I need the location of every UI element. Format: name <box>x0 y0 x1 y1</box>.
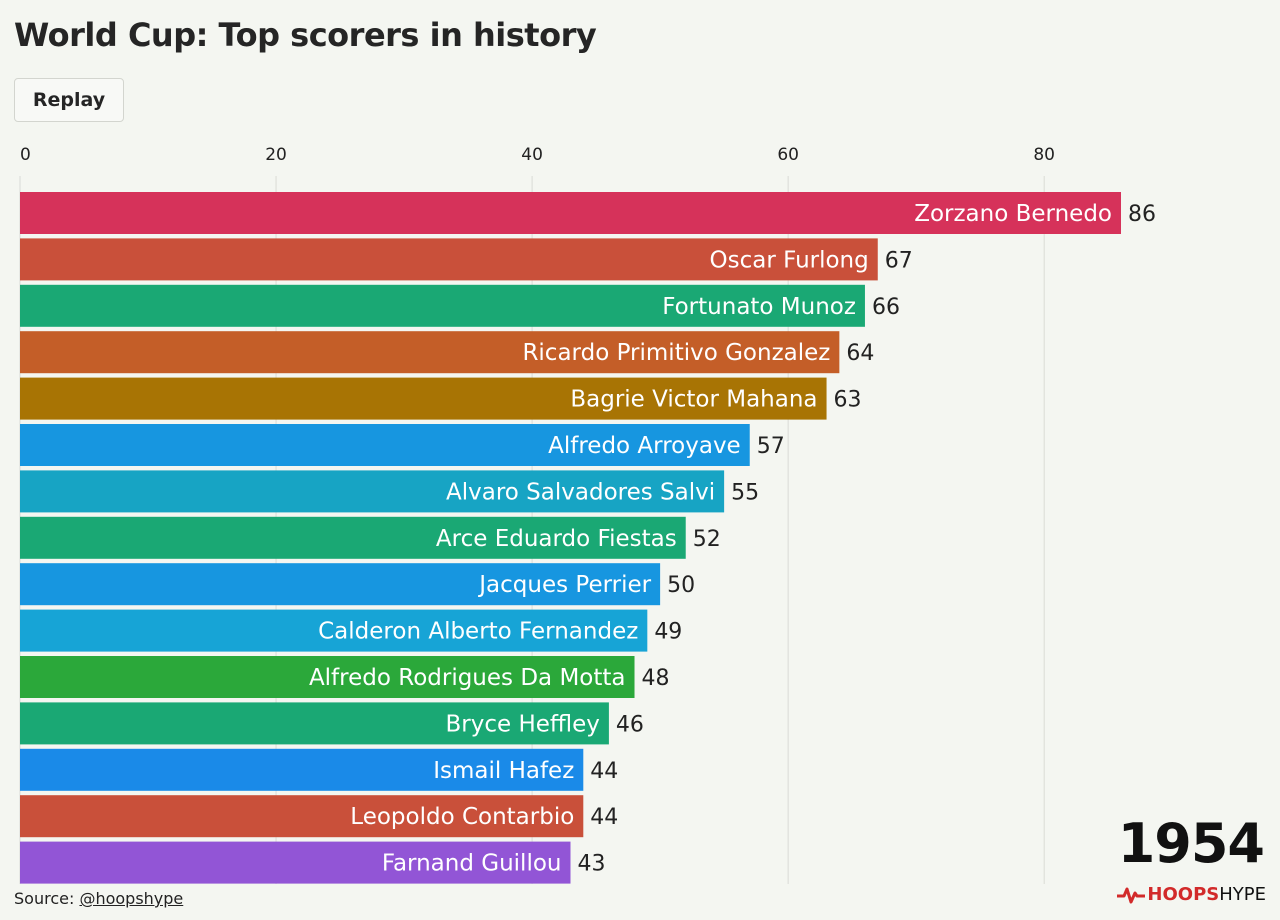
bar-label: Fortunato Munoz <box>662 294 856 320</box>
logo-text-light: HYPE <box>1219 884 1266 905</box>
bar-group: Alvaro Salvadores Salvi 55 <box>20 470 759 513</box>
bar <box>20 238 878 281</box>
bar-label: Bryce Heffley <box>446 711 600 737</box>
bar-label: Alvaro Salvadores Salvi <box>446 479 715 505</box>
source-prefix: Source: <box>14 889 80 908</box>
bar-value: 63 <box>834 388 862 413</box>
bar-value: 67 <box>885 248 913 273</box>
bar-value: 86 <box>1128 202 1156 227</box>
bar-group: Oscar Furlong 67 <box>20 238 913 281</box>
bar-value: 50 <box>667 573 695 598</box>
bar-value: 64 <box>846 341 874 366</box>
bar-value: 66 <box>872 295 900 320</box>
source-link[interactable]: @hoopshype <box>79 889 184 908</box>
bar-label: Bagrie Victor Mahana <box>570 387 817 413</box>
bar-group: Leopoldo Contarbio 44 <box>20 795 618 838</box>
bar-value: 57 <box>757 434 785 459</box>
bar-group: Alfredo Arroyave 57 <box>20 424 785 466</box>
bar-group: Bagrie Victor Mahana 63 <box>20 377 862 420</box>
bar <box>20 284 865 327</box>
bar-value: 44 <box>590 759 618 784</box>
bar-group: Farnand Guillou 43 <box>20 841 606 884</box>
x-tick-label: 0 <box>20 145 31 165</box>
bar-group: Ismail Hafez 44 <box>20 748 618 791</box>
bar <box>20 470 725 513</box>
bar-group: Ricardo Primitivo Gonzalez 64 <box>20 331 874 374</box>
x-axis-ticks: 0 20 40 60 80 <box>20 145 1055 165</box>
bar <box>20 563 661 606</box>
bar-group: Bryce Heffley 46 <box>20 702 644 745</box>
replay-button[interactable]: Replay <box>14 78 124 122</box>
bar-value: 44 <box>590 805 618 830</box>
bar-group: Zorzano Bernedo 86 <box>20 192 1156 234</box>
bar-value: 48 <box>642 666 670 691</box>
bar <box>20 331 840 374</box>
bar-group: Calderon Alberto Fernandez 49 <box>20 609 682 652</box>
bar-label: Leopoldo Contarbio <box>350 804 574 830</box>
chart-title: World Cup: Top scorers in history <box>14 16 597 54</box>
bar <box>20 795 584 838</box>
bar-value: 43 <box>578 852 606 877</box>
bar <box>20 702 609 745</box>
bar-label: Arce Eduardo Fiestas <box>436 526 677 552</box>
bar <box>20 192 1121 234</box>
year-label: 1954 <box>1117 812 1265 875</box>
bar-label: Alfredo Arroyave <box>548 433 741 459</box>
bar-chart: 0 20 40 60 80 Zorzano Bernedo 86 Oscar Furlong… <box>19 145 1156 884</box>
bar <box>20 377 827 420</box>
bar <box>20 841 571 884</box>
bar-label: Zorzano Bernedo <box>914 201 1112 227</box>
bar-group: Fortunato Munoz 66 <box>20 284 900 327</box>
x-tick-label: 40 <box>521 145 543 165</box>
bar-label: Ricardo Primitivo Gonzalez <box>522 340 830 366</box>
x-tick-label: 60 <box>777 145 799 165</box>
heartbeat-icon <box>1117 887 1146 903</box>
bar-group: Alfredo Rodrigues Da Motta 48 <box>20 656 670 698</box>
bar-group: Jacques Perrier 50 <box>20 563 695 606</box>
bar-label: Jacques Perrier <box>477 572 651 598</box>
bar-group: Arce Eduardo Fiestas 52 <box>20 516 721 559</box>
bars: Zorzano Bernedo 86 Oscar Furlong 67 Fortunat… <box>20 192 1156 884</box>
bar-label: Ismail Hafez <box>433 758 574 784</box>
bar-value: 49 <box>654 620 682 645</box>
logo-text-bold: HOOPS <box>1147 884 1220 905</box>
bar-value: 55 <box>731 480 759 505</box>
source-note: Source: @hoopshype <box>14 889 183 908</box>
bar-value: 52 <box>693 527 721 552</box>
bar-label: Alfredo Rodrigues Da Motta <box>309 665 626 691</box>
bar <box>20 609 648 652</box>
x-tick-label: 80 <box>1033 145 1055 165</box>
bar <box>20 424 750 466</box>
bar-label: Calderon Alberto Fernandez <box>318 619 638 645</box>
bar-label: Farnand Guillou <box>382 851 562 877</box>
bar-label: Oscar Furlong <box>710 247 869 273</box>
bar <box>20 748 584 791</box>
bar <box>20 656 635 698</box>
x-tick-label: 20 <box>265 145 287 165</box>
bar <box>20 516 686 559</box>
bar-value: 46 <box>616 712 644 737</box>
hoopshype-logo: HOOPS HYPE <box>1117 884 1266 905</box>
